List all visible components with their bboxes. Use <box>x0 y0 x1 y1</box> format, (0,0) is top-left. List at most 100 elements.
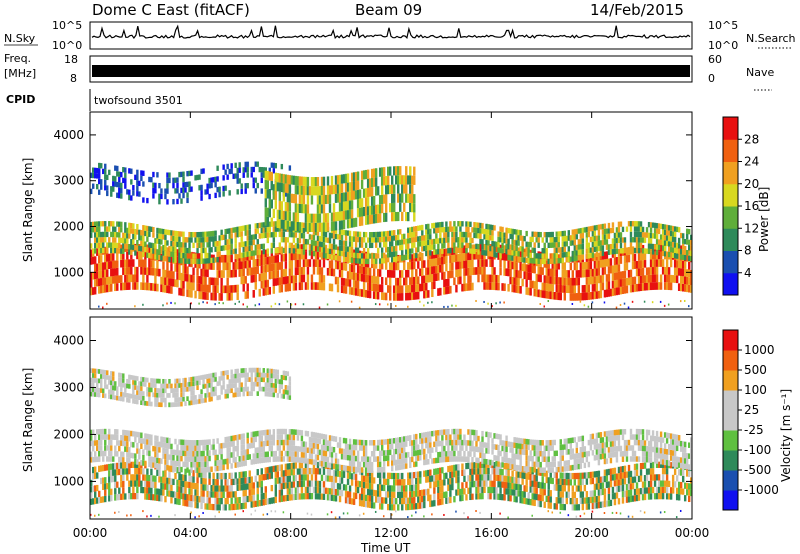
velocity-cell <box>182 439 185 446</box>
power-noise <box>571 302 574 305</box>
power-cell <box>591 231 595 237</box>
power-cell <box>194 175 197 181</box>
velocity-cell <box>160 482 163 490</box>
power-cell <box>599 250 603 257</box>
power-cell <box>489 274 492 283</box>
power-noise <box>683 299 686 302</box>
power-cell <box>116 192 119 198</box>
power-cell <box>487 229 490 235</box>
power-cell <box>583 227 587 233</box>
cpid-label: CPID <box>6 93 35 106</box>
power-cell <box>264 257 267 265</box>
velocity-cell <box>549 477 552 484</box>
velocity-cell <box>378 490 382 497</box>
power-cell <box>386 175 390 186</box>
power-cell <box>611 249 615 255</box>
power-cell <box>288 268 292 276</box>
power-cell <box>112 175 115 182</box>
power-cell <box>459 226 462 232</box>
velocity-cell <box>224 497 227 505</box>
velocity-cell <box>465 462 468 470</box>
power-cell <box>108 253 111 262</box>
power-cell <box>491 282 494 290</box>
power-cell <box>296 212 300 222</box>
power-cell <box>164 285 167 293</box>
velocity-cell <box>246 477 249 484</box>
velocity-cell <box>160 489 163 496</box>
velocity-cell <box>677 481 681 488</box>
power-cell <box>605 244 609 250</box>
power-cell <box>160 193 163 200</box>
power-cell <box>212 257 215 263</box>
power-cell <box>433 238 436 245</box>
power-cell <box>633 261 637 269</box>
power-cell <box>403 233 406 240</box>
power-cell <box>208 231 211 237</box>
velocity-cell <box>140 468 143 475</box>
velocity-cell <box>561 485 564 492</box>
power-cell <box>399 285 402 294</box>
power-cell <box>669 241 673 247</box>
velocity-cell <box>397 491 400 499</box>
power-cell <box>182 247 185 253</box>
power-cell <box>657 244 661 251</box>
power-cell <box>593 246 597 253</box>
power-cell <box>569 240 572 246</box>
power-cell <box>268 226 271 233</box>
power-cell <box>278 262 282 270</box>
power-cell <box>681 276 685 284</box>
power-cell <box>388 166 392 176</box>
power-cell <box>340 211 344 221</box>
power-cell <box>547 268 550 276</box>
power-cell <box>136 229 139 235</box>
velocity-cell <box>132 493 135 500</box>
power-cell <box>230 233 233 239</box>
velocity-cell <box>302 480 306 487</box>
power-cell <box>150 283 153 291</box>
power-cell <box>445 237 448 243</box>
velocity-cell <box>180 444 183 451</box>
power-cell <box>495 241 498 248</box>
power-cell <box>557 247 560 253</box>
power-cell <box>623 247 627 254</box>
power-cell <box>583 292 587 301</box>
power-cell <box>312 186 316 196</box>
power-cell <box>533 253 536 259</box>
power-cell <box>272 162 276 169</box>
power-cell <box>665 274 669 283</box>
power-cell <box>300 176 304 186</box>
velocity-cell <box>479 493 482 500</box>
power-cell <box>204 247 207 253</box>
power-cell <box>637 283 641 292</box>
velocity-cell <box>104 450 107 457</box>
power-cell <box>180 272 183 281</box>
velocity-cell <box>154 451 157 458</box>
velocity-cell <box>659 486 663 493</box>
power-cell <box>326 237 330 243</box>
velocity-cell <box>118 468 121 476</box>
power-cell <box>503 232 506 238</box>
power-cell <box>180 198 183 204</box>
velocity-cell <box>601 488 605 496</box>
power-cell <box>306 176 310 187</box>
velocity-cell <box>635 494 639 502</box>
power-cell <box>304 185 308 196</box>
velocity-cell <box>120 493 123 500</box>
power-cell <box>242 167 245 173</box>
velocity-cell <box>557 484 560 492</box>
power-cell <box>437 265 440 273</box>
power-cell <box>312 250 316 257</box>
power-cell <box>411 284 414 293</box>
power-cell <box>407 248 410 255</box>
power-cell <box>294 232 298 238</box>
power-cell <box>306 186 310 196</box>
velocity-cell <box>352 473 356 480</box>
power-cell <box>527 247 530 253</box>
velocity-cell <box>300 486 304 494</box>
velocity-cell <box>627 483 631 490</box>
power-cell <box>559 231 562 237</box>
power-cell <box>246 246 249 252</box>
power-cell <box>322 259 326 268</box>
power-cell <box>130 251 133 260</box>
power-cell <box>154 238 157 244</box>
